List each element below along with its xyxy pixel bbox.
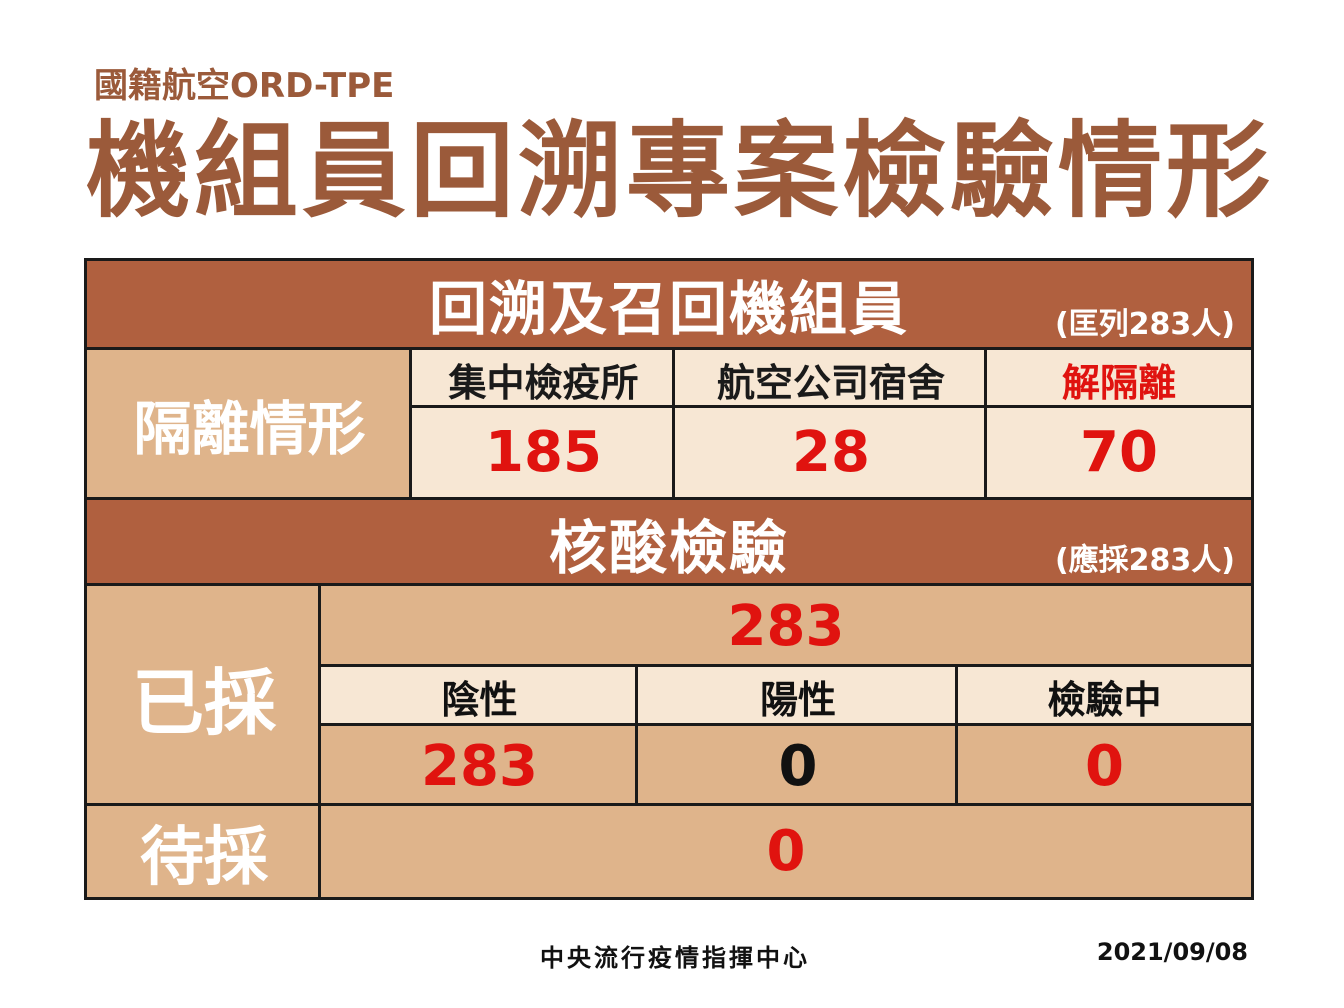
- pending-side-label: 待採: [87, 803, 321, 897]
- isolation-side-label: 隔離情形: [87, 347, 412, 497]
- col-header-airline-dorm: 航空公司宿舍: [672, 347, 987, 408]
- col-header-negative: 陰性: [318, 664, 638, 726]
- col-header-testing: 檢驗中: [955, 664, 1251, 726]
- testing-section-title: 核酸檢驗: [548, 514, 789, 582]
- isolation-section-note: (匡列283人): [1054, 307, 1235, 342]
- value-released: 70: [984, 405, 1251, 497]
- sampled-total-value: 283: [318, 583, 1251, 667]
- footer-date: 2021/09/08: [1096, 938, 1248, 966]
- value-negative: 283: [318, 723, 638, 806]
- isolation-section-header: 回溯及召回機組員: [87, 261, 1251, 347]
- col-header-released: 解隔離: [984, 347, 1251, 408]
- sampled-side-label: 已採: [87, 583, 321, 806]
- pending-value: 0: [318, 803, 1251, 897]
- col-header-positive: 陽性: [635, 664, 958, 726]
- footer-org: 中央流行疫情指揮中心: [540, 944, 810, 972]
- summary-table: 回溯及召回機組員 (匡列283人) 隔離情形 集中檢疫所 航空公司宿舍 解隔離 …: [84, 258, 1254, 900]
- value-quarantine-center: 185: [409, 405, 675, 497]
- isolation-section-title: 回溯及召回機組員: [428, 275, 909, 343]
- testing-section-header: 核酸檢驗: [87, 497, 1251, 586]
- col-header-quarantine-center: 集中檢疫所: [409, 347, 675, 408]
- value-positive: 0: [635, 723, 958, 806]
- value-airline-dorm: 28: [672, 405, 987, 497]
- value-testing: 0: [955, 723, 1251, 806]
- testing-section-note: (應採283人): [1054, 543, 1235, 578]
- subtitle: 國籍航空ORD-TPE: [94, 66, 395, 106]
- page-title: 機組員回溯專案檢驗情形: [86, 110, 1275, 232]
